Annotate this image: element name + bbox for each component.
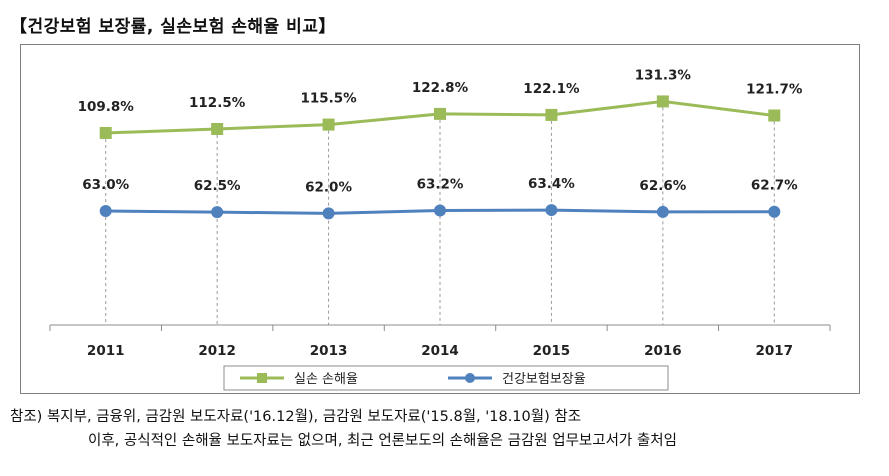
series-2-point-2016 bbox=[656, 205, 669, 218]
legend-marker-2 bbox=[465, 373, 475, 383]
series-1-data-label-2017: 121.7% bbox=[746, 82, 803, 98]
series-2-data-label-2015: 63.4% bbox=[528, 176, 575, 192]
series-1-point-2016 bbox=[656, 95, 669, 108]
x-tick-label-2011: 2011 bbox=[87, 343, 125, 359]
series-1-data-label-2014: 122.8% bbox=[412, 80, 469, 96]
legend-box bbox=[223, 365, 669, 391]
series-1-data-label-2016: 131.3% bbox=[635, 67, 692, 83]
series-2-point-2012 bbox=[211, 206, 224, 219]
x-tick-label-2014: 2014 bbox=[421, 343, 459, 359]
legend-marker-1 bbox=[257, 373, 267, 383]
source-note-line-2: 이후, 공식적인 손해율 보도자료는 없으며, 최근 언론보도의 손해율은 금감… bbox=[88, 433, 677, 449]
series-2-point-2017 bbox=[768, 205, 781, 218]
series-2-point-2013 bbox=[322, 207, 335, 220]
chart-title: 【건강보험 보장률, 실손보험 손해율 비교】 bbox=[10, 17, 336, 37]
x-tick-label-2017: 2017 bbox=[755, 343, 793, 359]
series-2-data-label-2014: 63.2% bbox=[417, 177, 464, 193]
series-1-point-2017 bbox=[768, 109, 781, 122]
series-1-point-2011 bbox=[99, 126, 112, 139]
series-1-point-2014 bbox=[434, 107, 446, 120]
series-2-data-label-2011: 63.0% bbox=[82, 177, 129, 193]
series-1-data-label-2012: 112.5% bbox=[189, 95, 246, 111]
series-2-point-2015 bbox=[545, 204, 558, 217]
x-tick-label-2013: 2013 bbox=[310, 343, 348, 359]
series-2-data-label-2012: 62.5% bbox=[194, 178, 241, 194]
legend-label-2: 건강보험보장율 bbox=[502, 372, 586, 387]
x-tick-label-2012: 2012 bbox=[198, 343, 236, 359]
series-2-data-label-2017: 62.7% bbox=[751, 178, 798, 194]
series-1-point-2015 bbox=[545, 108, 558, 121]
series-1-point-2013 bbox=[322, 118, 335, 131]
chart-frame bbox=[20, 44, 860, 394]
series-1-data-label-2015: 122.1% bbox=[523, 81, 580, 97]
source-note-line-1: 참조) 복지부, 금융위, 금감원 보도자료('16.12월), 금감원 보도자… bbox=[10, 409, 582, 425]
series-1-data-label-2013: 115.5% bbox=[300, 91, 357, 107]
series-1-point-2012 bbox=[211, 123, 224, 135]
series-1-data-label-2011: 109.8% bbox=[78, 99, 135, 115]
source-note: 참조) 복지부, 금융위, 금감원 보도자료('16.12월), 금감원 보도자… bbox=[10, 405, 677, 453]
series-2-data-label-2016: 62.6% bbox=[639, 178, 686, 194]
x-tick-label-2015: 2015 bbox=[533, 343, 571, 359]
series-2-point-2014 bbox=[434, 204, 446, 217]
series-2-point-2011 bbox=[99, 205, 112, 217]
x-tick-label-2016: 2016 bbox=[644, 343, 682, 359]
legend-label-1: 실손 손해율 bbox=[294, 372, 358, 387]
series-2-data-label-2013: 62.0% bbox=[305, 179, 352, 195]
